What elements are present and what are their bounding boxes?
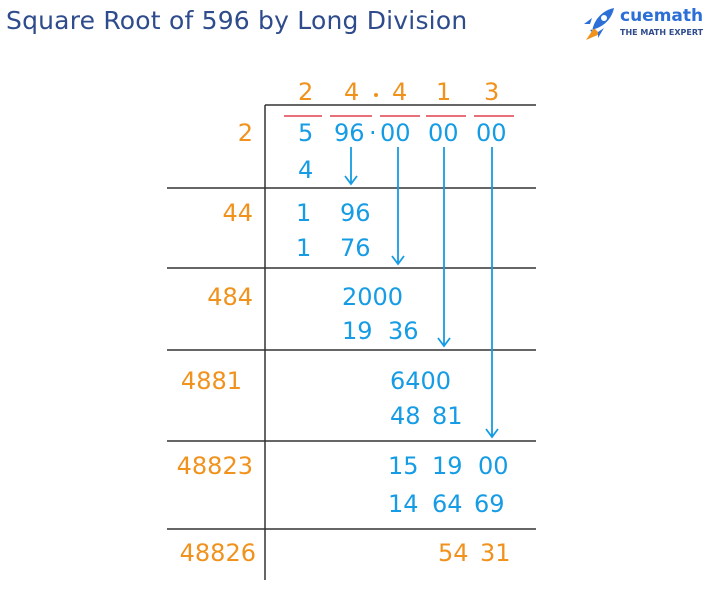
bring-down-arrow <box>437 147 451 348</box>
quotient-digit: 4 <box>392 78 407 106</box>
quotient-decimal-point <box>374 93 378 97</box>
subtract-value: 81 <box>432 402 463 430</box>
bring-down-arrow <box>391 147 405 266</box>
step-value: 6400 <box>390 367 451 395</box>
page-title: Square Root of 596 by Long Division <box>6 6 468 35</box>
step-value: 1 <box>296 199 311 227</box>
dividend-decimal-point: · <box>369 119 377 147</box>
step-value: 96 <box>340 199 371 227</box>
remainder-value: 31 <box>480 539 511 567</box>
divisor: 44 <box>222 199 253 227</box>
quotient-digit: 2 <box>298 78 313 106</box>
dividend-pair: 00 <box>428 119 459 147</box>
divisor: 48823 <box>177 452 253 480</box>
subtract-value: 36 <box>388 317 419 345</box>
dividend-pair: 00 <box>380 119 411 147</box>
brand-name: cuemath <box>620 6 704 26</box>
divisor: 2 <box>238 119 253 147</box>
subtract-value: 19 <box>342 317 373 345</box>
dividend-pair: 96 <box>334 119 365 147</box>
subtract-value: 64 <box>432 490 463 518</box>
subtract-value: 1 <box>296 234 311 262</box>
quotient-digit: 4 <box>344 78 359 106</box>
cuemath-logo: cuemath THE MATH EXPERT <box>580 6 704 46</box>
subtract-value: 4 <box>298 156 313 184</box>
step-value: 00 <box>478 452 509 480</box>
divisor: 48826 <box>180 539 256 567</box>
bring-down-arrow <box>344 147 358 186</box>
quotient-digit: 1 <box>436 78 451 106</box>
divisor: 484 <box>207 283 253 311</box>
dividend-digit: 5 <box>298 119 313 147</box>
remainder-value: 54 <box>438 539 469 567</box>
divisor: 4881 <box>181 367 242 395</box>
step-value: 2000 <box>342 283 403 311</box>
subtract-value: 69 <box>474 490 505 518</box>
subtract-value: 48 <box>390 402 421 430</box>
subtract-value: 14 <box>388 490 419 518</box>
step-value: 15 <box>388 452 419 480</box>
bring-down-arrow <box>485 147 499 439</box>
rocket-icon <box>584 8 614 40</box>
brand-tagline: THE MATH EXPERT <box>620 28 704 37</box>
step-value: 19 <box>432 452 463 480</box>
quotient-digit: 3 <box>484 78 499 106</box>
subtract-value: 76 <box>340 234 371 262</box>
dividend-pair: 00 <box>476 119 507 147</box>
